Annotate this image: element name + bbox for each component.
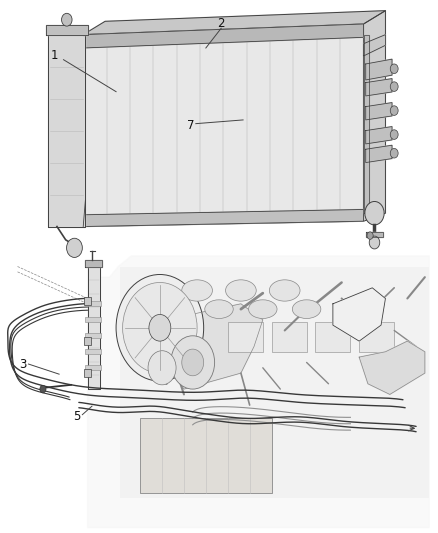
Circle shape bbox=[390, 64, 398, 74]
Circle shape bbox=[390, 82, 398, 92]
Polygon shape bbox=[366, 146, 392, 163]
Polygon shape bbox=[83, 209, 364, 227]
Bar bbox=[84, 337, 91, 345]
Polygon shape bbox=[364, 35, 369, 213]
Ellipse shape bbox=[292, 300, 321, 319]
Circle shape bbox=[148, 351, 176, 385]
Bar bbox=[85, 365, 101, 370]
Polygon shape bbox=[333, 288, 385, 341]
Bar bbox=[84, 297, 91, 305]
Polygon shape bbox=[48, 35, 85, 227]
Polygon shape bbox=[46, 25, 88, 35]
Text: 7: 7 bbox=[187, 119, 194, 132]
Polygon shape bbox=[166, 304, 263, 389]
Circle shape bbox=[171, 336, 215, 389]
Circle shape bbox=[123, 282, 197, 373]
Text: 5: 5 bbox=[73, 410, 80, 423]
Circle shape bbox=[390, 130, 398, 140]
Bar bbox=[228, 322, 263, 352]
Polygon shape bbox=[366, 127, 392, 144]
Text: 1: 1 bbox=[51, 50, 59, 62]
Circle shape bbox=[182, 349, 204, 376]
Circle shape bbox=[40, 385, 46, 393]
Bar bbox=[359, 322, 394, 352]
Polygon shape bbox=[364, 35, 385, 56]
Text: 3: 3 bbox=[19, 358, 26, 370]
Bar bbox=[120, 266, 429, 498]
Ellipse shape bbox=[249, 300, 277, 319]
Circle shape bbox=[67, 238, 82, 257]
Bar bbox=[85, 317, 101, 322]
Polygon shape bbox=[366, 102, 392, 120]
Polygon shape bbox=[85, 260, 102, 266]
Circle shape bbox=[149, 314, 171, 341]
Polygon shape bbox=[83, 24, 364, 227]
Circle shape bbox=[390, 106, 398, 116]
Bar bbox=[85, 333, 101, 338]
Ellipse shape bbox=[182, 280, 212, 301]
Bar bbox=[85, 349, 101, 354]
Circle shape bbox=[61, 13, 72, 26]
Bar bbox=[140, 418, 272, 493]
Text: 2: 2 bbox=[217, 18, 225, 30]
Polygon shape bbox=[366, 79, 392, 96]
Bar bbox=[85, 301, 101, 306]
Ellipse shape bbox=[205, 300, 233, 319]
Circle shape bbox=[369, 236, 380, 249]
Polygon shape bbox=[88, 256, 429, 528]
Polygon shape bbox=[366, 232, 383, 237]
Polygon shape bbox=[359, 341, 425, 394]
Ellipse shape bbox=[269, 280, 300, 301]
Circle shape bbox=[365, 201, 384, 225]
Polygon shape bbox=[366, 59, 392, 80]
Ellipse shape bbox=[226, 280, 256, 301]
Circle shape bbox=[367, 232, 373, 239]
Polygon shape bbox=[88, 266, 100, 389]
Circle shape bbox=[390, 148, 398, 158]
Polygon shape bbox=[83, 24, 364, 48]
Bar bbox=[315, 322, 350, 352]
Polygon shape bbox=[83, 11, 385, 35]
Bar bbox=[84, 369, 91, 377]
Circle shape bbox=[116, 274, 204, 381]
Bar bbox=[272, 322, 307, 352]
Polygon shape bbox=[364, 11, 385, 221]
